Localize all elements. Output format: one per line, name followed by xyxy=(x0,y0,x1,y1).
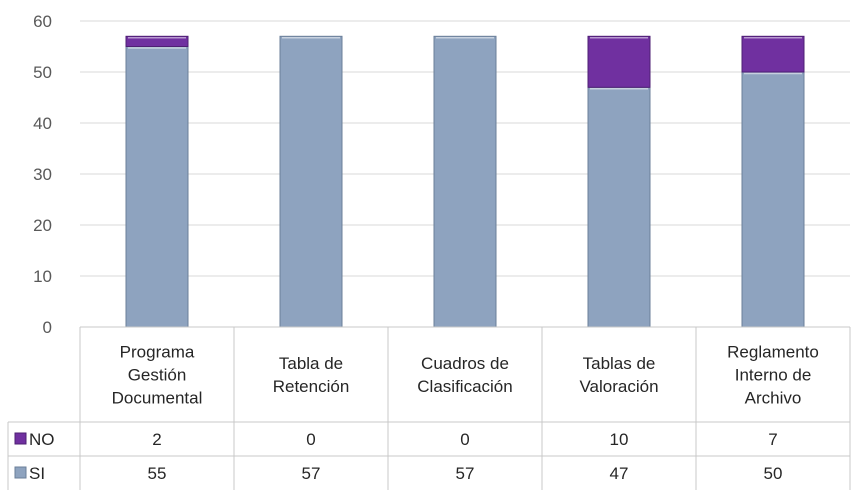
bars xyxy=(125,35,805,328)
bar-segment-si xyxy=(433,35,497,328)
table-cell-si: 57 xyxy=(302,464,321,483)
bar-segment-si xyxy=(587,86,651,328)
y-axis: 0 10 20 30 40 50 60 xyxy=(33,12,52,337)
bar-segment-si xyxy=(125,46,189,328)
bar-segment-no xyxy=(125,35,189,47)
table-cell-no: 0 xyxy=(306,430,315,449)
category-label: Reglamento xyxy=(727,343,819,362)
y-tick-label: 30 xyxy=(33,165,52,184)
y-tick-label: 40 xyxy=(33,114,52,133)
category-label: Tablas de xyxy=(583,354,656,373)
y-tick-label: 10 xyxy=(33,267,52,286)
table-cell-si: 55 xyxy=(148,464,167,483)
bar-segment-no xyxy=(741,35,805,73)
legend-label-si: SI xyxy=(29,464,45,483)
category-label: Cuadros de xyxy=(421,354,509,373)
category-label: Retención xyxy=(273,377,350,396)
table-cell-no: 7 xyxy=(768,430,777,449)
table-cell-no: 0 xyxy=(460,430,469,449)
table-cell-no: 2 xyxy=(152,430,161,449)
legend-label-no: NO xyxy=(29,430,55,449)
category-label: Documental xyxy=(112,389,203,408)
category-label: Gestión xyxy=(128,366,187,385)
table-cell-si: 50 xyxy=(764,464,783,483)
table-cell-si: 47 xyxy=(610,464,629,483)
category-label: Interno de xyxy=(735,366,812,385)
bar-segment-si xyxy=(741,71,805,328)
bar-segment-si xyxy=(279,35,343,328)
table-cell-si: 57 xyxy=(456,464,475,483)
data-table: Programa Gestión Documental Tabla de Retenci… xyxy=(7,326,851,490)
y-tick-label: 50 xyxy=(33,63,52,82)
category-label: Archivo xyxy=(745,389,802,408)
y-tick-label: 0 xyxy=(43,318,52,337)
category-label: Valoración xyxy=(579,377,658,396)
y-tick-label: 60 xyxy=(33,12,52,31)
y-tick-label: 20 xyxy=(33,216,52,235)
legend-key-si xyxy=(14,466,27,479)
legend-key-no xyxy=(14,432,27,445)
category-label: Clasificación xyxy=(417,377,512,396)
bar-segment-no xyxy=(587,35,651,88)
category-label: Tabla de xyxy=(279,354,343,373)
category-label: Programa xyxy=(120,343,195,362)
table-cell-no: 10 xyxy=(610,430,629,449)
